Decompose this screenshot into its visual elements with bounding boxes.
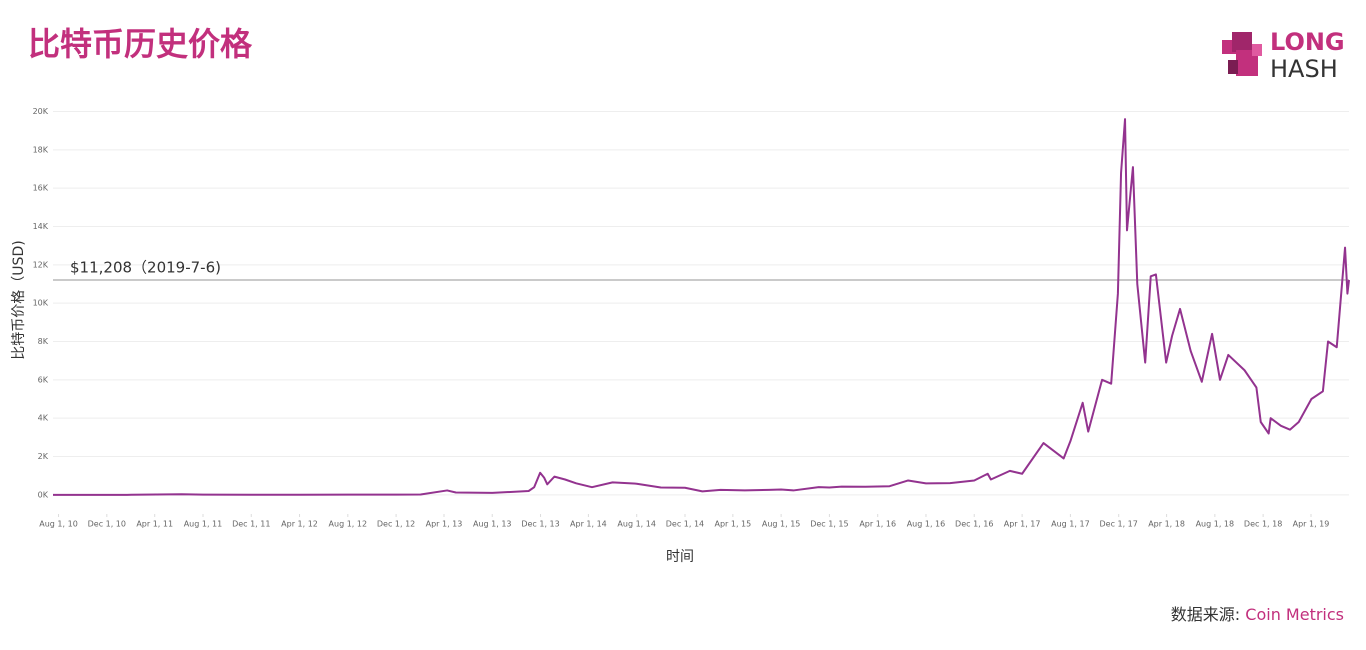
x-tick-label: Aug 1, 14: [617, 520, 656, 529]
reference-label: $11,208（2019-7-6): [70, 259, 221, 277]
chart-title: 比特币历史价格: [28, 25, 253, 63]
logo-block: [1236, 50, 1258, 76]
x-tick-label: Aug 1, 11: [184, 520, 223, 529]
x-tick-label: Apr 1, 18: [1148, 520, 1185, 529]
x-tick-label: Aug 1, 13: [473, 520, 512, 529]
y-tick-label: 6K: [38, 375, 49, 384]
x-tick-label: Apr 1, 12: [281, 520, 318, 529]
y-tick-label: 0K: [38, 490, 49, 499]
y-tick-label: 14K: [33, 222, 49, 231]
logo-block: [1252, 44, 1262, 56]
y-axis-label: 比特币价格（USD): [11, 240, 27, 359]
x-tick-label: Aug 1, 17: [1051, 520, 1090, 529]
y-tick-label: 10K: [33, 299, 49, 308]
x-tick-label: Dec 1, 16: [955, 520, 993, 529]
logo-text: HASH: [1270, 55, 1338, 83]
logo-block: [1228, 60, 1238, 74]
x-tick-label: Apr 1, 11: [136, 520, 173, 529]
logo-text: LONG: [1270, 28, 1345, 56]
x-tick-label: Dec 1, 11: [232, 520, 270, 529]
y-tick-label: 2K: [38, 452, 49, 461]
price-line: [53, 118, 1350, 496]
x-tick-label: Aug 1, 16: [907, 520, 946, 529]
y-tick-label: 12K: [33, 260, 49, 269]
x-tick-label: Dec 1, 10: [88, 520, 126, 529]
logo-block: [1232, 32, 1252, 52]
y-tick-label: 20K: [33, 107, 49, 116]
x-tick-label: Dec 1, 12: [377, 520, 415, 529]
x-tick-label: Apr 1, 16: [859, 520, 896, 529]
source-prefix: 数据来源:: [1171, 605, 1240, 624]
source: 数据来源: Coin Metrics: [1171, 605, 1344, 624]
x-tick-label: Apr 1, 19: [1293, 520, 1330, 529]
y-tick-label: 4K: [38, 414, 49, 423]
x-tick-label: Aug 1, 10: [39, 520, 78, 529]
source-name: Coin Metrics: [1245, 605, 1344, 624]
x-tick-label: Dec 1, 15: [810, 520, 848, 529]
x-tick-label: Apr 1, 13: [426, 520, 463, 529]
x-tick-label: Dec 1, 14: [666, 520, 704, 529]
y-tick-label: 16K: [33, 184, 49, 193]
x-tick-label: Apr 1, 17: [1004, 520, 1041, 529]
x-tick-label: Dec 1, 17: [1099, 520, 1137, 529]
x-tick-label: Apr 1, 15: [714, 520, 751, 529]
x-tick-label: Aug 1, 15: [762, 520, 801, 529]
x-tick-label: Dec 1, 13: [521, 520, 559, 529]
x-tick-label: Apr 1, 14: [570, 520, 607, 529]
y-tick-label: 18K: [33, 145, 49, 154]
x-tick-label: Aug 1, 12: [329, 520, 368, 529]
logo: LONG HASH: [1222, 28, 1345, 83]
x-axis-label: 时间: [666, 549, 694, 565]
x-tick-label: Aug 1, 18: [1196, 520, 1235, 529]
y-tick-label: 8K: [38, 337, 49, 346]
x-tick-label: Dec 1, 18: [1244, 520, 1282, 529]
